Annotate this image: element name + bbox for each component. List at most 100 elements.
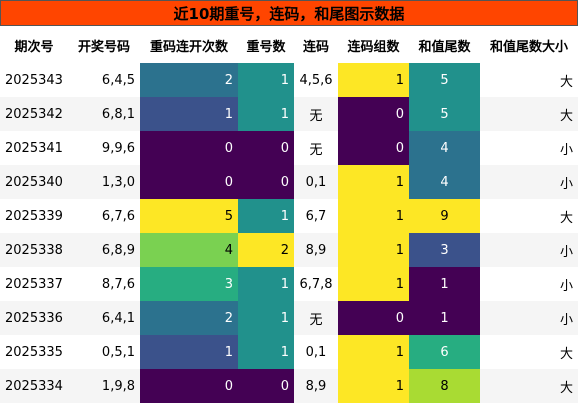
cell-tail-size: 小: [480, 165, 578, 199]
cell-numbers: 0,5,1: [68, 335, 140, 369]
cell-numbers: 9,9,6: [68, 131, 140, 165]
cell-consec-groups: 1: [338, 233, 409, 267]
data-table: 期次号 开奖号码 重码连开次数 重号数 连码 连码组数 和值尾数 和值尾数大小 …: [0, 27, 578, 403]
cell-numbers: 1,3,0: [68, 165, 140, 199]
cell-repeat-streak: 4: [140, 233, 238, 267]
cell-issue: 2025343: [0, 63, 68, 97]
cell-consec-groups: 0: [338, 131, 409, 165]
cell-sum-tail: 6: [409, 335, 480, 369]
cell-repeat-count: 0: [238, 131, 294, 165]
col-header-issue: 期次号: [0, 27, 68, 63]
col-header-repeat-streak: 重码连开次数: [140, 27, 238, 63]
table-row: 2025337 8,7,6 3 1 6,7,8 1 1 小: [0, 267, 578, 301]
cell-repeat-count: 1: [238, 199, 294, 233]
cell-tail-size: 小: [480, 233, 578, 267]
cell-tail-size: 大: [480, 369, 578, 403]
cell-sum-tail: 4: [409, 131, 480, 165]
cell-consecutive: 无: [294, 97, 338, 131]
cell-numbers: 6,8,1: [68, 97, 140, 131]
table-row: 2025335 0,5,1 1 1 0,1 1 6 大: [0, 335, 578, 369]
cell-repeat-count: 1: [238, 267, 294, 301]
cell-tail-size: 大: [480, 335, 578, 369]
cell-sum-tail: 1: [409, 301, 480, 335]
col-header-tail-size: 和值尾数大小: [480, 27, 578, 63]
cell-repeat-streak: 0: [140, 131, 238, 165]
cell-numbers: 6,7,6: [68, 199, 140, 233]
cell-repeat-count: 0: [238, 165, 294, 199]
header-row: 期次号 开奖号码 重码连开次数 重号数 连码 连码组数 和值尾数 和值尾数大小: [0, 27, 578, 63]
cell-issue: 2025342: [0, 97, 68, 131]
cell-consec-groups: 1: [338, 267, 409, 301]
table-row: 2025339 6,7,6 5 1 6,7 1 9 大: [0, 199, 578, 233]
table-row: 2025338 6,8,9 4 2 8,9 1 3 小: [0, 233, 578, 267]
cell-consecutive: 6,7,8: [294, 267, 338, 301]
cell-consecutive: 无: [294, 131, 338, 165]
cell-consec-groups: 1: [338, 369, 409, 403]
cell-issue: 2025340: [0, 165, 68, 199]
cell-tail-size: 小: [480, 131, 578, 165]
cell-numbers: 6,4,1: [68, 301, 140, 335]
cell-issue: 2025336: [0, 301, 68, 335]
cell-sum-tail: 9: [409, 199, 480, 233]
cell-consec-groups: 0: [338, 97, 409, 131]
cell-repeat-streak: 0: [140, 369, 238, 403]
cell-issue: 2025337: [0, 267, 68, 301]
cell-repeat-count: 1: [238, 97, 294, 131]
cell-sum-tail: 1: [409, 267, 480, 301]
cell-issue: 2025339: [0, 199, 68, 233]
cell-tail-size: 大: [480, 199, 578, 233]
cell-numbers: 8,7,6: [68, 267, 140, 301]
cell-numbers: 1,9,8: [68, 369, 140, 403]
cell-consec-groups: 1: [338, 63, 409, 97]
col-header-consecutive: 连码: [294, 27, 338, 63]
cell-repeat-count: 1: [238, 301, 294, 335]
cell-tail-size: 小: [480, 267, 578, 301]
cell-repeat-streak: 2: [140, 301, 238, 335]
cell-issue: 2025341: [0, 131, 68, 165]
cell-repeat-count: 0: [238, 369, 294, 403]
table-row: 2025342 6,8,1 1 1 无 0 5 大: [0, 97, 578, 131]
cell-consecutive: 0,1: [294, 335, 338, 369]
cell-consecutive: 无: [294, 301, 338, 335]
cell-repeat-count: 1: [238, 63, 294, 97]
page-title: 近10期重号，连码，和尾图示数据: [0, 0, 578, 26]
cell-repeat-count: 1: [238, 335, 294, 369]
cell-issue: 2025335: [0, 335, 68, 369]
cell-consec-groups: 1: [338, 199, 409, 233]
col-header-numbers: 开奖号码: [68, 27, 140, 63]
cell-issue: 2025338: [0, 233, 68, 267]
cell-repeat-streak: 5: [140, 199, 238, 233]
cell-repeat-streak: 2: [140, 63, 238, 97]
table-body: 2025343 6,4,5 2 1 4,5,6 1 5 大 2025342 6,8,1 1 1 无 0 5 大…: [0, 63, 578, 403]
cell-consec-groups: 1: [338, 335, 409, 369]
cell-sum-tail: 4: [409, 165, 480, 199]
col-header-sum-tail: 和值尾数: [409, 27, 480, 63]
cell-sum-tail: 3: [409, 233, 480, 267]
table-row: 2025340 1,3,0 0 0 0,1 1 4 小: [0, 165, 578, 199]
cell-issue: 2025334: [0, 369, 68, 403]
col-header-consec-groups: 连码组数: [338, 27, 409, 63]
cell-tail-size: 大: [480, 97, 578, 131]
cell-tail-size: 大: [480, 63, 578, 97]
cell-repeat-count: 2: [238, 233, 294, 267]
table-row: 2025336 6,4,1 2 1 无 0 1 小: [0, 301, 578, 335]
cell-consec-groups: 0: [338, 301, 409, 335]
cell-consec-groups: 1: [338, 165, 409, 199]
cell-sum-tail: 5: [409, 63, 480, 97]
table-row: 2025334 1,9,8 0 0 8,9 1 8 大: [0, 369, 578, 403]
table-row: 2025341 9,9,6 0 0 无 0 4 小: [0, 131, 578, 165]
cell-consecutive: 4,5,6: [294, 63, 338, 97]
cell-repeat-streak: 3: [140, 267, 238, 301]
cell-numbers: 6,8,9: [68, 233, 140, 267]
cell-consecutive: 8,9: [294, 369, 338, 403]
col-header-repeat-count: 重号数: [238, 27, 294, 63]
cell-consecutive: 6,7: [294, 199, 338, 233]
cell-repeat-streak: 0: [140, 165, 238, 199]
cell-consecutive: 8,9: [294, 233, 338, 267]
cell-repeat-streak: 1: [140, 335, 238, 369]
cell-sum-tail: 8: [409, 369, 480, 403]
cell-repeat-streak: 1: [140, 97, 238, 131]
cell-tail-size: 小: [480, 301, 578, 335]
cell-sum-tail: 5: [409, 97, 480, 131]
cell-consecutive: 0,1: [294, 165, 338, 199]
